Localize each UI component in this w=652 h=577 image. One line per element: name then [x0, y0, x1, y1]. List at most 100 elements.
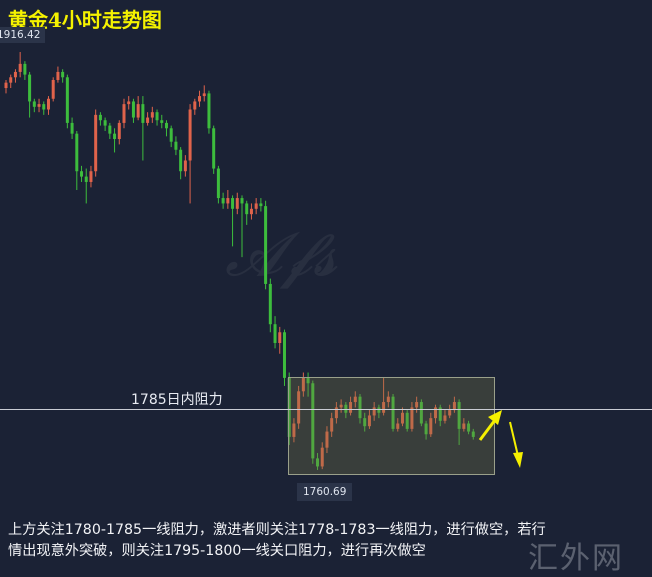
- candle-body: [235, 198, 239, 209]
- candle-body: [51, 79, 55, 99]
- candle: [65, 74, 69, 129]
- analysis-text: 上方关注1780-1785一线阻力，激进者则关注1778-1783一线阻力，进行…: [8, 520, 648, 562]
- candle: [434, 404, 438, 424]
- candle-body: [188, 109, 192, 161]
- candle: [278, 326, 282, 354]
- candle-body: [400, 412, 404, 424]
- candle-body: [28, 74, 32, 102]
- candle-body: [70, 122, 74, 134]
- candle: [37, 98, 41, 113]
- candle-body: [136, 104, 140, 118]
- candle: [386, 391, 390, 408]
- candle-body: [391, 396, 395, 429]
- candle-body: [13, 71, 17, 78]
- candle: [415, 396, 419, 413]
- candle-body: [249, 208, 253, 215]
- candle-body: [183, 160, 187, 172]
- candle: [108, 122, 112, 140]
- candle-body: [155, 112, 159, 121]
- candle: [282, 329, 286, 386]
- resistance-line: [0, 409, 652, 410]
- candle: [231, 195, 235, 247]
- candle: [367, 410, 371, 429]
- candle: [292, 418, 296, 443]
- candle: [325, 426, 329, 454]
- candlestick-chart: [4, 52, 475, 470]
- candle-body: [146, 117, 150, 123]
- candle-body: [282, 332, 286, 378]
- candle-body: [358, 396, 362, 419]
- candle: [169, 125, 173, 148]
- candle: [136, 96, 140, 121]
- candle-body: [226, 198, 230, 204]
- candle: [212, 125, 216, 174]
- up-arrow-icon: [478, 410, 502, 441]
- candle: [264, 200, 268, 290]
- candle: [51, 77, 55, 102]
- candle: [174, 136, 178, 156]
- candle: [103, 117, 107, 131]
- candle-body: [18, 63, 22, 72]
- candle: [259, 198, 263, 212]
- candle: [419, 399, 423, 427]
- candle-body: [108, 125, 112, 134]
- candle: [240, 195, 244, 258]
- candle-body: [103, 120, 107, 126]
- candle-body: [471, 431, 475, 437]
- candle: [226, 190, 230, 209]
- candle-body: [467, 423, 471, 432]
- candle-body: [122, 104, 126, 123]
- candle: [188, 104, 192, 204]
- candle-body: [429, 418, 433, 435]
- candle-body: [245, 203, 249, 215]
- candle-body: [334, 407, 338, 419]
- candle-body: [419, 402, 423, 424]
- candle-body: [396, 423, 400, 429]
- candle-body: [278, 332, 282, 343]
- candle-body: [32, 101, 36, 107]
- candle: [122, 98, 126, 129]
- candle-body: [174, 141, 178, 150]
- candle: [28, 71, 32, 118]
- candle-body: [301, 377, 305, 392]
- candle: [457, 399, 461, 445]
- candle: [424, 420, 428, 440]
- candle: [349, 396, 353, 416]
- candle-body: [264, 206, 268, 284]
- candle-body: [287, 377, 291, 437]
- candle-body: [61, 71, 65, 78]
- candle-body: [80, 171, 84, 177]
- candle-body: [42, 104, 46, 110]
- candle-body: [4, 82, 8, 89]
- candle-body: [306, 377, 310, 384]
- candle-body: [415, 402, 419, 408]
- candle: [193, 98, 197, 115]
- candle-body: [382, 402, 386, 413]
- candle: [297, 385, 301, 429]
- candle: [462, 418, 466, 432]
- candle: [377, 404, 381, 419]
- candle: [4, 79, 8, 94]
- candle: [80, 165, 84, 182]
- candle-body: [216, 168, 220, 199]
- analysis-line-1: 上方关注1780-1785一线阻力，激进者则关注1778-1783一线阻力，进行…: [8, 522, 546, 538]
- candle: [249, 203, 253, 220]
- candle: [400, 407, 404, 427]
- candle: [141, 96, 145, 161]
- candle: [18, 52, 22, 78]
- candle-body: [268, 283, 272, 325]
- candle-body: [198, 96, 202, 102]
- candle-body: [292, 423, 296, 437]
- candle-body: [349, 402, 353, 413]
- candle: [330, 412, 334, 437]
- candle-body: [98, 114, 102, 121]
- candle: [131, 98, 135, 123]
- candle: [56, 66, 60, 83]
- candle-body: [9, 77, 13, 83]
- candle: [452, 396, 456, 413]
- candle-body: [141, 104, 145, 123]
- candle-body: [179, 149, 183, 172]
- candle-body: [344, 404, 348, 413]
- candle-body: [424, 423, 428, 435]
- candle-body: [94, 114, 98, 172]
